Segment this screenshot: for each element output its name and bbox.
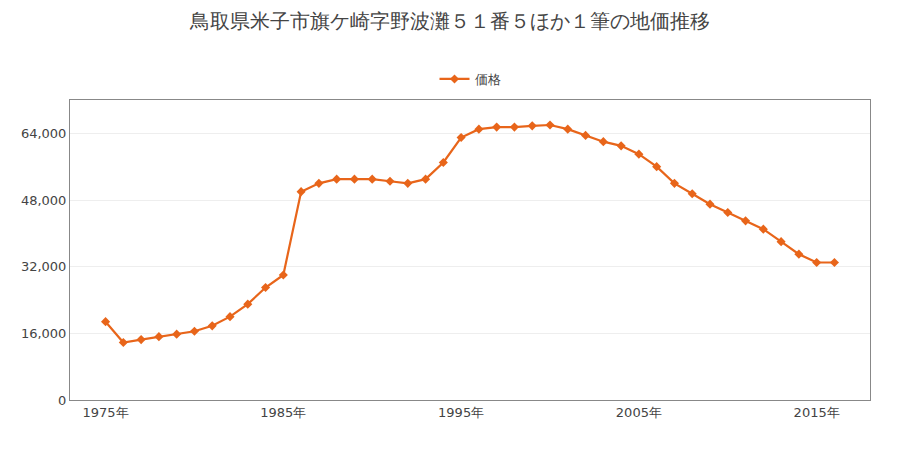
svg-text:鳥取県米子市旗ケ崎字野波灘５１番５ほか１筆の地価推移: 鳥取県米子市旗ケ崎字野波灘５１番５ほか１筆の地価推移 [189, 9, 710, 33]
svg-text:48,000: 48,000 [21, 193, 67, 208]
svg-text:1985年: 1985年 [260, 405, 306, 420]
svg-text:16,000: 16,000 [21, 326, 67, 341]
svg-text:0: 0 [58, 393, 66, 408]
svg-text:2015年: 2015年 [794, 405, 840, 420]
svg-text:価格: 価格 [475, 72, 501, 87]
svg-text:2005年: 2005年 [616, 405, 662, 420]
svg-text:32,000: 32,000 [21, 259, 67, 274]
svg-text:1975年: 1975年 [83, 405, 129, 420]
svg-text:1995年: 1995年 [438, 405, 484, 420]
svg-text:64,000: 64,000 [21, 126, 67, 141]
